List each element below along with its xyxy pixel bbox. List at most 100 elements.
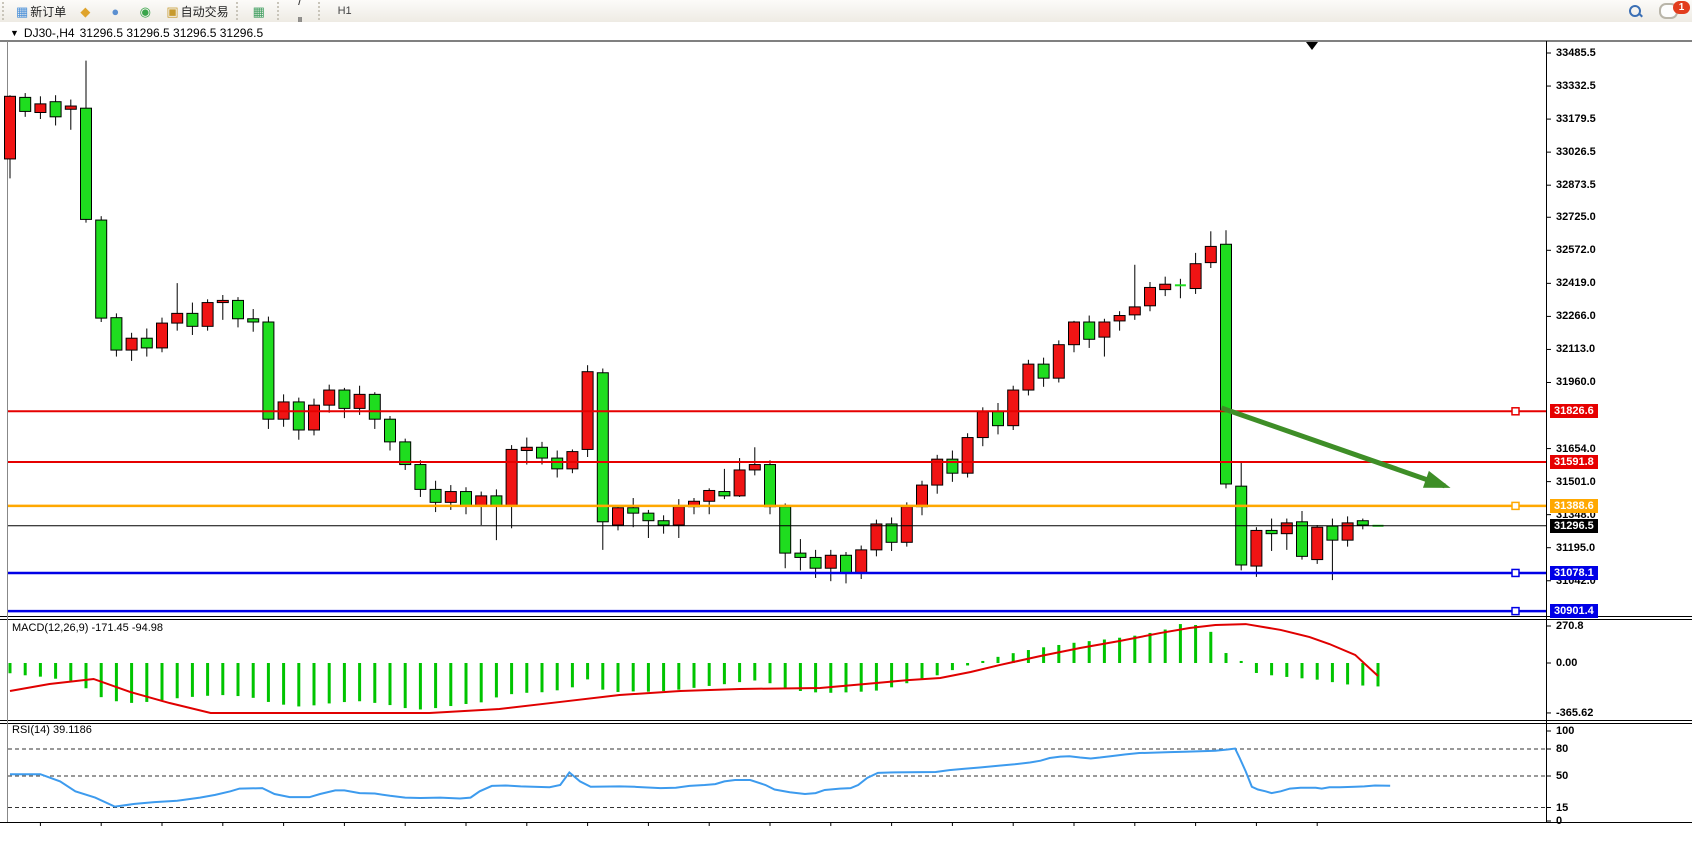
new-order-button[interactable]: ▦ 新订单 [16, 3, 67, 19]
trend-arrow[interactable] [1220, 405, 1446, 489]
price-tick-label: 33179.5 [1556, 113, 1596, 126]
candle [384, 415, 396, 451]
line-handle-marker[interactable] [1511, 568, 1520, 578]
candle [703, 488, 716, 515]
toolbar-separator [276, 2, 284, 20]
price-tick-label: 31654.0 [1556, 442, 1596, 455]
candle [186, 302, 199, 335]
search-icon [1629, 5, 1641, 17]
candle [323, 384, 336, 413]
candle [612, 505, 624, 531]
macd-indicator-label: MACD(12,26,9) -171.45 -94.98 [12, 622, 164, 634]
autotrading-button[interactable]: ▣ 自动交易 [166, 3, 229, 19]
community-button[interactable]: ● [102, 0, 130, 22]
candle [1083, 315, 1096, 348]
candle [642, 509, 655, 538]
chart-window: ▼ DJ30-,H4 31296.5 31296.5 31296.5 31296… [0, 22, 1692, 849]
price-level-badge: 30901.4 [1550, 604, 1598, 619]
trend-arrow-head [1422, 470, 1451, 488]
notification-badge[interactable]: 1 [1673, 1, 1690, 14]
tile-windows-icon: ▦ [252, 3, 265, 19]
candle [1296, 510, 1308, 560]
market-icon: ◆ [80, 3, 91, 19]
candle [201, 299, 214, 331]
candle [885, 517, 898, 551]
trendline-button[interactable]: / [287, 0, 315, 11]
candle [110, 313, 123, 357]
candle [551, 450, 564, 478]
candle [718, 468, 731, 500]
price-tick-label: 32873.5 [1556, 179, 1596, 192]
candle [19, 93, 32, 117]
ohlc-collapse-icon[interactable]: ▼ [10, 28, 19, 38]
candle [1311, 525, 1324, 564]
candle [292, 397, 305, 440]
line-handle-marker[interactable] [1511, 606, 1520, 616]
candle [961, 433, 974, 478]
line-handle-marker[interactable] [1511, 407, 1520, 416]
rsi-axis-label: 0 [1556, 815, 1563, 827]
community-icon: ● [111, 3, 120, 19]
price-level-badge: 31296.5 [1550, 518, 1598, 533]
chart-plot-area[interactable] [0, 22, 1692, 849]
candle [733, 458, 746, 497]
price-tick-label: 31501.0 [1556, 475, 1596, 488]
market-button[interactable]: ◆ [72, 0, 100, 22]
price-level-badge: 31591.8 [1550, 455, 1598, 469]
candle [4, 95, 16, 179]
main-toolbar: ▦ 新订单 ◆ ● ◉ ▣ 自动交易 ▥▮≈⊕⊖▦▶▷✚▾◷▾▨▾ ↖+|—/∥… [0, 0, 1692, 128]
candle [1098, 318, 1111, 357]
candle [49, 95, 62, 126]
price-level-badge: 31078.1 [1550, 565, 1598, 580]
candle [399, 438, 412, 470]
candle [1189, 252, 1202, 294]
candle [824, 549, 837, 582]
candle [156, 317, 168, 353]
candle [125, 332, 138, 361]
price-tick-label: 33485.5 [1556, 47, 1596, 59]
candle [900, 502, 913, 547]
price-tick-label: 32266.0 [1556, 310, 1596, 323]
candle [536, 441, 548, 465]
candle [338, 387, 351, 419]
autotrading-icon: ▣ [166, 3, 179, 19]
candle [1052, 340, 1065, 383]
candle [216, 295, 229, 320]
rsi-line [10, 747, 1391, 808]
tile-windows-button[interactable]: ▦ [246, 0, 274, 22]
candle [1204, 231, 1217, 269]
price-tick-label: 31960.0 [1556, 376, 1596, 389]
rsi-axis-label: 15 [1556, 801, 1569, 814]
timeframe-H1[interactable]: H1 [337, 5, 352, 17]
candle [1022, 359, 1035, 396]
macd-axis-label: 0.00 [1556, 657, 1578, 669]
rsi-axis-label: 50 [1556, 770, 1569, 782]
candle [34, 96, 47, 119]
candle [1128, 264, 1141, 320]
macd-axis-label: 270.8 [1556, 620, 1584, 632]
rsi-indicator-label: RSI(14) 39.1186 [12, 724, 92, 736]
toolbar-grip [2, 2, 9, 20]
price-tick-label: 33026.5 [1556, 146, 1596, 159]
price-tick-label: 32113.0 [1556, 343, 1596, 356]
candle [1220, 230, 1232, 489]
price-tick-label: 32572.0 [1556, 244, 1596, 257]
candle [414, 460, 427, 497]
macd-axis-label: -365.62 [1556, 706, 1594, 719]
signals-button[interactable]: ◉ [132, 0, 160, 22]
price-tick-label: 33332.5 [1556, 80, 1596, 93]
rsi-axis-label: 80 [1556, 743, 1569, 755]
candle [596, 368, 609, 550]
macd-signal-line [9, 623, 1379, 714]
search-button[interactable] [1621, 0, 1649, 22]
candle [1007, 385, 1020, 430]
symbol-period-label: DJ30-,H4 [23, 26, 75, 40]
new-order-icon: ▦ [16, 3, 29, 19]
candle [520, 437, 533, 465]
rsi-axis-label: 100 [1556, 725, 1575, 737]
candle [64, 99, 77, 130]
candle [657, 515, 670, 534]
line-handle-marker[interactable] [1511, 501, 1520, 511]
chart-shift-marker[interactable] [1306, 42, 1318, 50]
candle [1356, 518, 1369, 530]
